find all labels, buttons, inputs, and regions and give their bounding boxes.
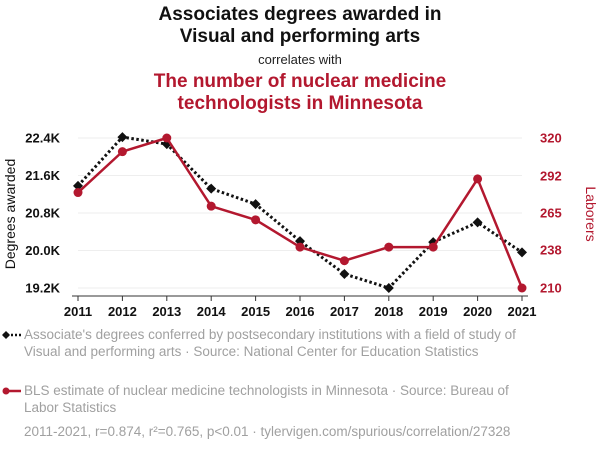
series-1-point: [517, 247, 527, 258]
footer-stats: 2011-2021, r=0.874, r²=0.765, p<0.01 · t…: [24, 424, 511, 439]
chart-subtitle-line1: The number of nuclear medicine: [153, 71, 447, 92]
series-2-point: [162, 133, 172, 143]
x-tick-label: 2011: [64, 304, 92, 319]
y-left-tick-label: 20.8K: [25, 206, 60, 221]
series-2-point: [517, 283, 527, 293]
y-right-tick-label: 210: [540, 281, 562, 296]
x-tick-label: 2015: [241, 304, 270, 319]
series-1-point: [73, 180, 83, 191]
series-2-point: [73, 188, 83, 198]
x-tick-label: 2019: [419, 304, 448, 319]
x-tick-label: 2018: [374, 304, 403, 319]
series-1-point: [472, 217, 483, 228]
y-right-tick-label: 320: [540, 131, 562, 146]
series-2-point: [384, 242, 394, 252]
series-1-point: [250, 199, 261, 210]
x-tick-label: 2016: [286, 304, 315, 319]
x-tick-label: 2014: [197, 304, 227, 319]
series-layer: [73, 132, 527, 293]
y-right-tick-label: 238: [540, 242, 562, 257]
x-tick-label: 2021: [508, 304, 537, 319]
y-left-tick-label: 19.2K: [25, 281, 60, 296]
chart-title: Associates degrees awarded in Visual and…: [0, 4, 600, 48]
x-tick-label: 2012: [108, 304, 137, 319]
y-axis-left-label: Degrees awarded: [2, 159, 18, 270]
x-tick-label: 2017: [330, 304, 359, 319]
series-2-point: [473, 174, 483, 184]
x-tick-label: 2013: [152, 304, 181, 319]
series-2-point: [428, 242, 438, 252]
series-1-point: [339, 268, 350, 279]
y-axis-left: 19.2K 20.0K 20.8K 21.6K 22.4K: [25, 131, 60, 296]
title-block: Associates degrees awarded in Visual and…: [0, 0, 600, 115]
legend-marker-degrees: [2, 331, 21, 339]
legend-marker-laborers: [2, 387, 21, 395]
chart-title-line1: Associates degrees awarded in: [158, 4, 442, 25]
chart-subtitle: The number of nuclear medicine technolog…: [0, 71, 600, 115]
x-axis: 2011 2012 2013 2014 2015 2016 2017 2018 2019 2020…: [64, 295, 537, 319]
series-2-point: [117, 147, 127, 157]
x-tick-label: 2020: [463, 304, 492, 319]
series-1-point: [383, 283, 394, 293]
legend-text-degrees: Associate's degrees conferred by postsec…: [24, 327, 516, 359]
legend-text-laborers: BLS estimate of nuclear medicine technol…: [24, 383, 509, 415]
y-right-tick-label: 292: [540, 169, 562, 184]
y-axis-right: 210 238 265 292 320: [540, 131, 562, 296]
y-left-tick-label: 21.6K: [25, 168, 60, 183]
correlates-with-text: correlates with: [258, 52, 342, 67]
chart-subtitle-line2: technologists in Minnesota: [177, 93, 423, 114]
chart-title-line2: Visual and performing arts: [179, 26, 421, 47]
series-2-point: [295, 242, 305, 252]
y-left-tick-label: 20.0K: [25, 243, 60, 258]
y-axis-right-label: Laborers: [583, 186, 599, 241]
series-1-point: [206, 183, 217, 194]
series-2-point: [206, 201, 216, 211]
y-left-tick-label: 22.4K: [25, 131, 60, 146]
y-right-tick-label: 265: [540, 206, 562, 221]
series-1-point: [117, 132, 128, 143]
series-2-point: [339, 256, 349, 266]
series-2-point: [251, 215, 261, 225]
